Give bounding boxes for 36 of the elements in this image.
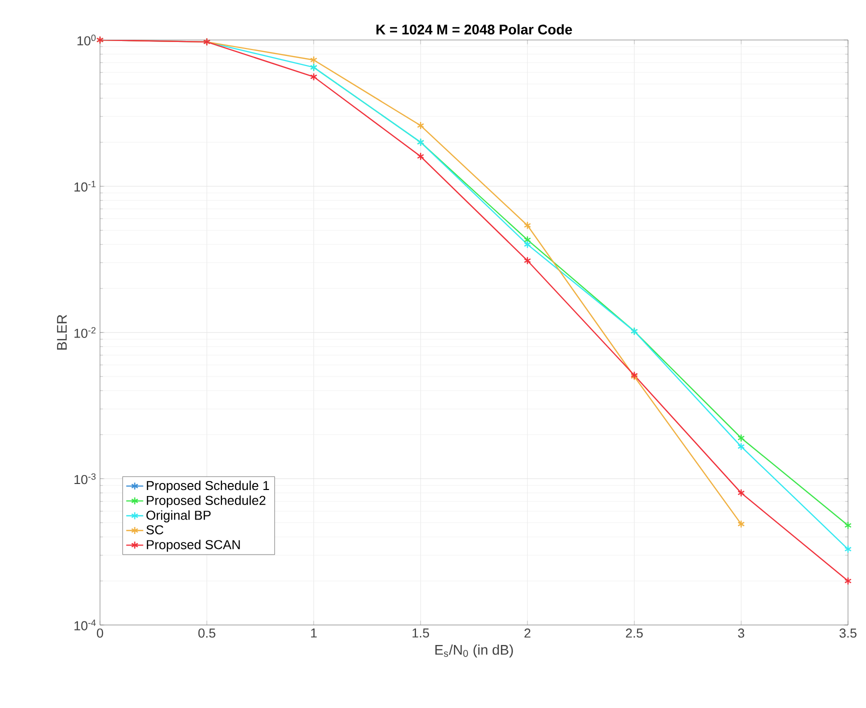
- point: [738, 488, 745, 497]
- point: [416, 152, 424, 160]
- point: [524, 221, 532, 230]
- y-axis-title: BLER: [57, 314, 67, 350]
- legend-label: Proposed SCAN: [146, 540, 240, 552]
- y-tick-label: 10$^{-4}$: [74, 620, 96, 630]
- x-tick-label: 3: [738, 628, 744, 638]
- x-tick-label: 0.5: [198, 628, 216, 638]
- point: [844, 545, 852, 554]
- x-tick-label: 0: [96, 628, 104, 638]
- legend-label: Proposed Schedule2: [146, 495, 266, 508]
- legend-label: Proposed Schedule 1: [146, 480, 270, 493]
- point: [844, 576, 852, 586]
- point: [738, 434, 745, 442]
- point: [310, 56, 318, 64]
- x-axis-title: E$_{s}$/N$_{0}$ (in dB): [435, 644, 513, 658]
- y-tick-label: 10$^{-2}$: [74, 327, 96, 338]
- point: [524, 240, 532, 249]
- x-tick-label: 3.5: [840, 628, 856, 638]
- y-tick-label: 10$^{0}$: [78, 34, 96, 46]
- point: [416, 121, 424, 130]
- point: [844, 521, 852, 530]
- x-tick-label: 1.5: [412, 628, 430, 638]
- point: [310, 72, 318, 81]
- point: [524, 236, 532, 244]
- legend-label: Original BP: [146, 510, 211, 522]
- point: [738, 442, 745, 451]
- point: [524, 256, 532, 265]
- y-tick-label: 10$^{-3}$: [74, 473, 96, 484]
- x-tick-label: 2: [524, 628, 530, 638]
- chart-title: K = 1024 M = 2048 Polar Code: [376, 24, 572, 34]
- y-tick-label: 10$^{-1}$: [74, 180, 96, 192]
- legend-label: SC: [146, 525, 164, 534]
- point: [738, 520, 745, 528]
- x-tick-label: 1: [311, 628, 317, 638]
- x-tick-label: 2.5: [626, 628, 643, 638]
